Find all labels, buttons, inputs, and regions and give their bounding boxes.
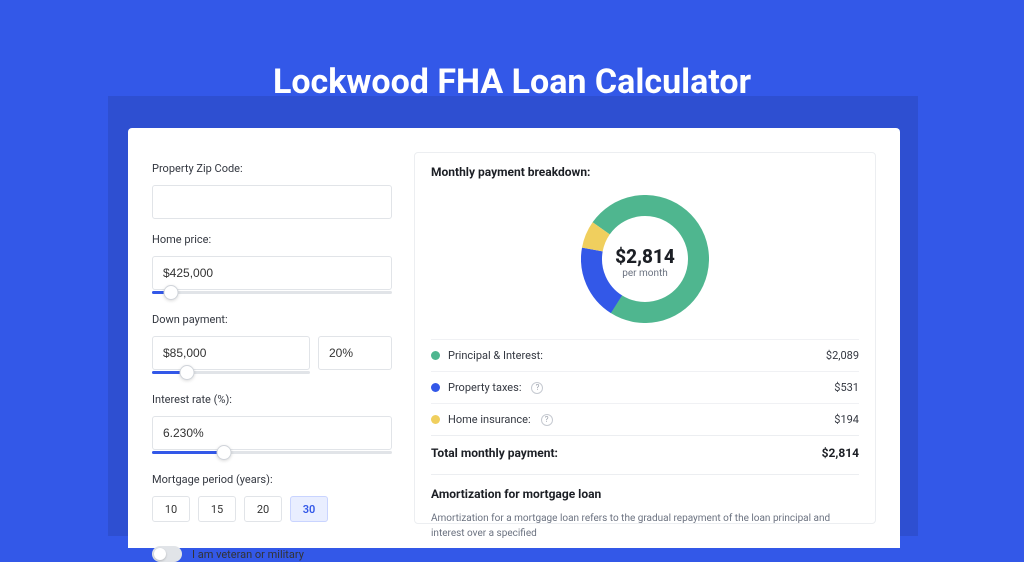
home-price-input[interactable]: [152, 256, 392, 290]
donut-chart: $2,814 per month: [431, 185, 859, 339]
down-payment-label: Down payment:: [152, 313, 392, 326]
legend-dot: [431, 383, 440, 392]
amortization-title: Amortization for mortgage loan: [431, 487, 859, 501]
legend-dot: [431, 351, 440, 360]
legend-row: Property taxes:? $531: [431, 371, 859, 403]
info-icon[interactable]: ?: [531, 382, 543, 394]
slider-track: [152, 291, 392, 294]
legend-value: $194: [834, 413, 859, 426]
slider-thumb[interactable]: [164, 285, 179, 300]
home-price-slider[interactable]: [152, 289, 392, 299]
donut-center: $2,814 per month: [615, 245, 675, 279]
page-title: Lockwood FHA Loan Calculator: [0, 62, 1024, 102]
breakdown-title: Monthly payment breakdown:: [431, 153, 859, 185]
period-option-15[interactable]: 15: [198, 496, 236, 522]
zip-label: Property Zip Code:: [152, 162, 392, 175]
amortization-text: Amortization for a mortgage loan refers …: [431, 511, 859, 541]
period-option-10[interactable]: 10: [152, 496, 190, 522]
legend: Principal & Interest: $2,089 Property taxe…: [431, 339, 859, 435]
interest-rate-slider[interactable]: [152, 449, 392, 459]
interest-rate-input[interactable]: [152, 416, 392, 450]
total-label: Total monthly payment:: [431, 446, 558, 460]
legend-row: Principal & Interest: $2,089: [431, 339, 859, 371]
info-icon[interactable]: ?: [541, 414, 553, 426]
legend-value: $531: [834, 381, 859, 394]
legend-dot: [431, 415, 440, 424]
period-label: Mortgage period (years):: [152, 473, 392, 486]
total-value: $2,814: [822, 446, 859, 460]
down-payment-slider[interactable]: [152, 369, 310, 379]
slider-fill: [152, 451, 224, 454]
toggle-knob: [154, 548, 166, 560]
legend-row: Home insurance:? $194: [431, 403, 859, 435]
period-options: 10 15 20 30: [152, 496, 392, 522]
period-option-30[interactable]: 30: [290, 496, 328, 522]
breakdown-column: Monthly payment breakdown: $2,814 per mo…: [414, 152, 876, 524]
slider-thumb[interactable]: [179, 365, 194, 380]
veteran-label: I am veteran or military: [192, 548, 304, 561]
home-price-label: Home price:: [152, 233, 392, 246]
slider-thumb[interactable]: [217, 445, 232, 460]
legend-label: Principal & Interest:: [448, 349, 543, 362]
zip-input[interactable]: [152, 185, 392, 219]
total-row: Total monthly payment: $2,814: [431, 435, 859, 474]
period-option-20[interactable]: 20: [244, 496, 282, 522]
form-column: Property Zip Code: Home price: Down paym…: [152, 152, 392, 524]
amortization-block: Amortization for mortgage loan Amortizat…: [431, 474, 859, 541]
veteran-toggle[interactable]: [152, 546, 182, 562]
legend-value: $2,089: [826, 349, 859, 362]
legend-label: Home insurance:: [448, 413, 531, 426]
donut-amount: $2,814: [615, 245, 675, 268]
calculator-card: Property Zip Code: Home price: Down paym…: [128, 128, 900, 548]
down-payment-amount-input[interactable]: [152, 336, 310, 370]
interest-rate-label: Interest rate (%):: [152, 393, 392, 406]
donut-sub: per month: [615, 268, 675, 279]
legend-label: Property taxes:: [448, 381, 521, 394]
down-payment-percent-input[interactable]: [318, 336, 392, 370]
